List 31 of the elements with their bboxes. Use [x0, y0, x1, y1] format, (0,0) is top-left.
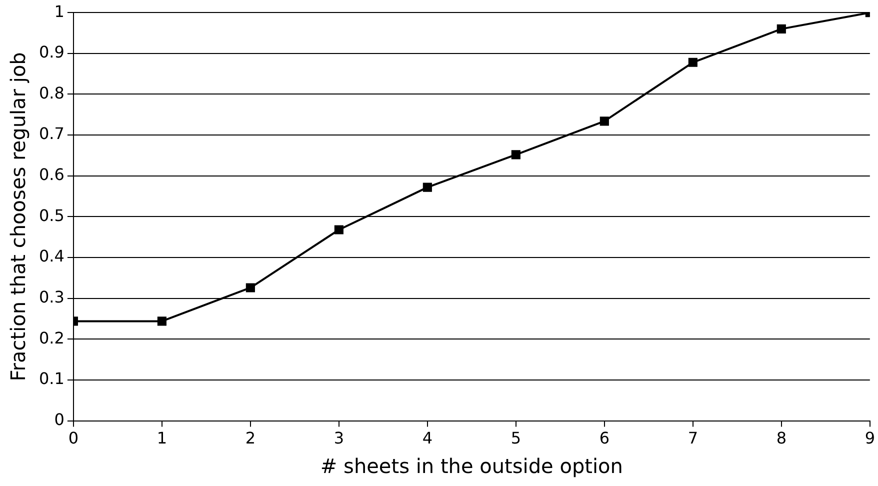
x-axis-title: # sheets in the outside option [320, 454, 623, 478]
y-tick-label: 0 [54, 410, 64, 429]
y-tick-label: 0.8 [38, 83, 64, 102]
x-tick-label: 3 [334, 428, 344, 448]
y-tick-label: 0.6 [38, 165, 64, 184]
y-tick-label: 0.9 [38, 42, 64, 62]
point [246, 283, 255, 292]
point [422, 182, 432, 192]
x-tick-label: 0 [68, 428, 79, 448]
point [334, 225, 344, 234]
y-axis-title: Fraction that chooses regular job [6, 52, 30, 382]
y-tick-label: 0.4 [38, 246, 64, 266]
point [776, 24, 786, 34]
y-tick-label: 1 [54, 2, 64, 21]
x-tick-label: 4 [422, 428, 433, 448]
x-tick-label: 6 [599, 428, 610, 448]
y-tick-label: 0.5 [38, 206, 64, 225]
point [688, 58, 698, 67]
x-tick-label: 1 [156, 428, 168, 448]
x-tick-label: 5 [510, 428, 522, 448]
x-tick-label: 8 [776, 428, 787, 448]
x-tick-label: 2 [245, 428, 256, 448]
y-tick-label: 0.7 [38, 124, 64, 144]
point [511, 150, 520, 160]
point [157, 316, 166, 326]
y-tick-label: 0.1 [38, 369, 64, 388]
point [600, 116, 609, 126]
x-tick-label: 7 [688, 428, 698, 448]
y-tick-label: 0.3 [38, 287, 64, 306]
y-tick-label: 0.2 [38, 328, 64, 348]
x-tick-label: 9 [864, 428, 876, 448]
